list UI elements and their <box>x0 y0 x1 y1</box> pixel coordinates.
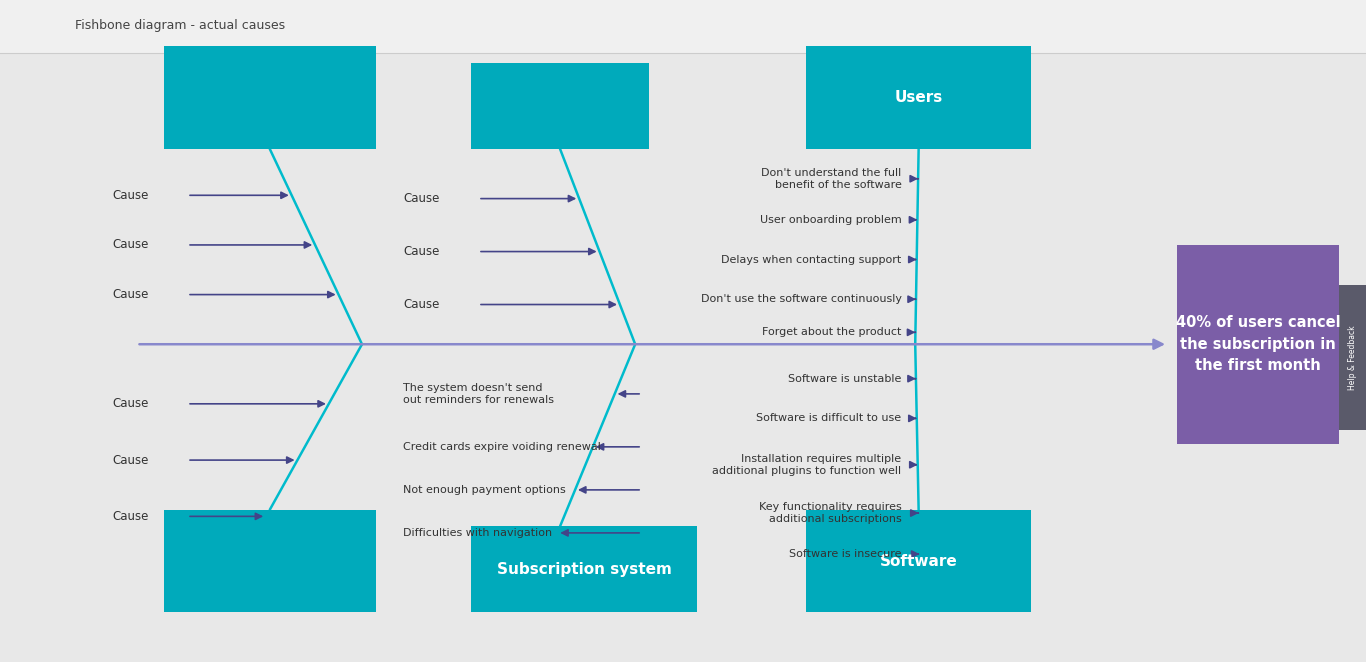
Text: Help & Feedback: Help & Feedback <box>1348 325 1356 390</box>
Text: Cause: Cause <box>112 238 149 252</box>
Text: Cause: Cause <box>403 192 440 205</box>
FancyBboxPatch shape <box>806 510 1031 612</box>
FancyBboxPatch shape <box>0 0 1366 53</box>
FancyBboxPatch shape <box>164 510 376 612</box>
FancyBboxPatch shape <box>471 63 649 149</box>
Text: Forget about the product: Forget about the product <box>762 327 902 338</box>
Text: Software is insecure: Software is insecure <box>790 549 902 559</box>
FancyBboxPatch shape <box>471 526 697 612</box>
Text: Fishbone diagram - actual causes: Fishbone diagram - actual causes <box>75 19 285 32</box>
Text: Credit cards expire voiding renewal: Credit cards expire voiding renewal <box>403 442 601 452</box>
Text: Don't understand the full
benefit of the software: Don't understand the full benefit of the… <box>761 167 902 190</box>
Text: Installation requires multiple
additional plugins to function well: Installation requires multiple additiona… <box>713 453 902 476</box>
Text: Cause: Cause <box>112 453 149 467</box>
Text: Users: Users <box>895 90 943 105</box>
Text: The system doesn't send
out reminders for renewals: The system doesn't send out reminders fo… <box>403 383 555 405</box>
Text: Key functionality requires
additional subscriptions: Key functionality requires additional su… <box>758 502 902 524</box>
Text: Subscription system: Subscription system <box>496 562 672 577</box>
Text: Software is difficult to use: Software is difficult to use <box>757 413 902 424</box>
Text: Cause: Cause <box>403 298 440 311</box>
FancyBboxPatch shape <box>1177 245 1339 444</box>
FancyBboxPatch shape <box>1339 285 1366 430</box>
Text: Delays when contacting support: Delays when contacting support <box>721 254 902 265</box>
Text: Don't use the software continuously: Don't use the software continuously <box>701 294 902 305</box>
Text: Cause: Cause <box>112 397 149 410</box>
Text: Cause: Cause <box>112 189 149 202</box>
FancyBboxPatch shape <box>806 46 1031 149</box>
Text: Software is unstable: Software is unstable <box>788 373 902 384</box>
FancyBboxPatch shape <box>164 46 376 149</box>
Text: Cause: Cause <box>112 288 149 301</box>
Text: Cause: Cause <box>403 245 440 258</box>
Text: 40% of users cancel
the subscription in
the first month: 40% of users cancel the subscription in … <box>1176 315 1340 373</box>
Text: Not enough payment options: Not enough payment options <box>403 485 566 495</box>
Text: Cause: Cause <box>112 510 149 523</box>
Text: Software: Software <box>880 553 958 569</box>
Text: Difficulties with navigation: Difficulties with navigation <box>403 528 552 538</box>
Text: User onboarding problem: User onboarding problem <box>759 214 902 225</box>
